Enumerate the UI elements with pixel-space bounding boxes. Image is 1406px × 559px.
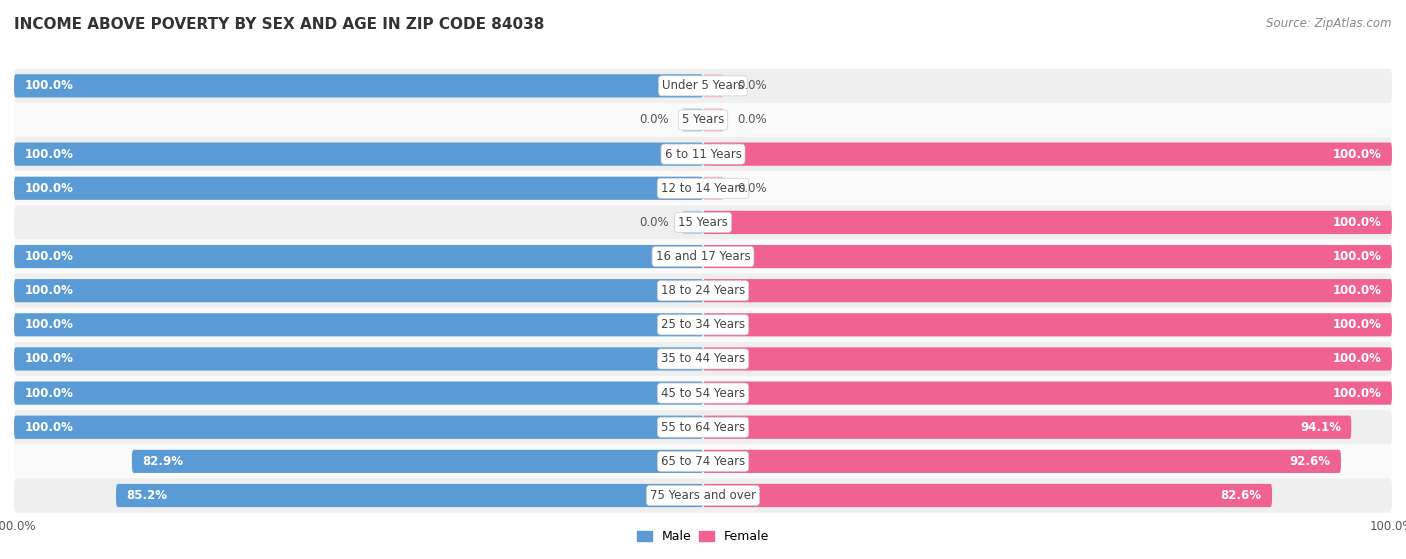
FancyBboxPatch shape bbox=[14, 444, 1392, 479]
FancyBboxPatch shape bbox=[703, 450, 1341, 473]
Text: 75 Years and over: 75 Years and over bbox=[650, 489, 756, 502]
FancyBboxPatch shape bbox=[14, 177, 703, 200]
FancyBboxPatch shape bbox=[703, 416, 1351, 439]
FancyBboxPatch shape bbox=[14, 313, 703, 337]
Text: 100.0%: 100.0% bbox=[1333, 284, 1382, 297]
Text: 0.0%: 0.0% bbox=[638, 216, 669, 229]
FancyBboxPatch shape bbox=[703, 177, 724, 200]
FancyBboxPatch shape bbox=[703, 484, 1272, 507]
Text: 92.6%: 92.6% bbox=[1289, 455, 1330, 468]
Text: 100.0%: 100.0% bbox=[24, 421, 73, 434]
FancyBboxPatch shape bbox=[14, 308, 1392, 342]
Text: 5 Years: 5 Years bbox=[682, 113, 724, 126]
FancyBboxPatch shape bbox=[14, 479, 1392, 513]
Text: 100.0%: 100.0% bbox=[1333, 318, 1382, 331]
FancyBboxPatch shape bbox=[14, 347, 703, 371]
FancyBboxPatch shape bbox=[703, 143, 1392, 165]
FancyBboxPatch shape bbox=[703, 279, 1392, 302]
FancyBboxPatch shape bbox=[14, 143, 703, 165]
Text: Source: ZipAtlas.com: Source: ZipAtlas.com bbox=[1267, 17, 1392, 30]
FancyBboxPatch shape bbox=[14, 205, 1392, 239]
Text: 100.0%: 100.0% bbox=[24, 250, 73, 263]
FancyBboxPatch shape bbox=[14, 416, 703, 439]
Text: 100.0%: 100.0% bbox=[24, 79, 73, 92]
FancyBboxPatch shape bbox=[14, 74, 703, 97]
Text: 100.0%: 100.0% bbox=[1333, 216, 1382, 229]
Text: 85.2%: 85.2% bbox=[127, 489, 167, 502]
FancyBboxPatch shape bbox=[703, 245, 1392, 268]
Text: 100.0%: 100.0% bbox=[24, 182, 73, 195]
FancyBboxPatch shape bbox=[703, 211, 1392, 234]
Text: 35 to 44 Years: 35 to 44 Years bbox=[661, 353, 745, 366]
FancyBboxPatch shape bbox=[14, 381, 703, 405]
FancyBboxPatch shape bbox=[14, 137, 1392, 171]
Text: 45 to 54 Years: 45 to 54 Years bbox=[661, 387, 745, 400]
FancyBboxPatch shape bbox=[14, 239, 1392, 273]
Text: 15 Years: 15 Years bbox=[678, 216, 728, 229]
FancyBboxPatch shape bbox=[14, 342, 1392, 376]
Text: INCOME ABOVE POVERTY BY SEX AND AGE IN ZIP CODE 84038: INCOME ABOVE POVERTY BY SEX AND AGE IN Z… bbox=[14, 17, 544, 32]
Text: 82.6%: 82.6% bbox=[1220, 489, 1261, 502]
Text: 55 to 64 Years: 55 to 64 Years bbox=[661, 421, 745, 434]
FancyBboxPatch shape bbox=[14, 376, 1392, 410]
Text: 6 to 11 Years: 6 to 11 Years bbox=[665, 148, 741, 160]
FancyBboxPatch shape bbox=[703, 347, 1392, 371]
Text: 100.0%: 100.0% bbox=[1333, 387, 1382, 400]
Text: 100.0%: 100.0% bbox=[24, 148, 73, 160]
FancyBboxPatch shape bbox=[14, 273, 1392, 308]
FancyBboxPatch shape bbox=[682, 211, 703, 234]
FancyBboxPatch shape bbox=[682, 108, 703, 131]
FancyBboxPatch shape bbox=[132, 450, 703, 473]
Text: 100.0%: 100.0% bbox=[1333, 250, 1382, 263]
FancyBboxPatch shape bbox=[14, 171, 1392, 205]
Text: 100.0%: 100.0% bbox=[1333, 353, 1382, 366]
FancyBboxPatch shape bbox=[14, 279, 703, 302]
Text: 25 to 34 Years: 25 to 34 Years bbox=[661, 318, 745, 331]
Text: 94.1%: 94.1% bbox=[1301, 421, 1341, 434]
FancyBboxPatch shape bbox=[703, 381, 1392, 405]
Text: 0.0%: 0.0% bbox=[738, 79, 768, 92]
Text: 100.0%: 100.0% bbox=[24, 353, 73, 366]
Text: 100.0%: 100.0% bbox=[24, 318, 73, 331]
Text: 65 to 74 Years: 65 to 74 Years bbox=[661, 455, 745, 468]
Text: 16 and 17 Years: 16 and 17 Years bbox=[655, 250, 751, 263]
FancyBboxPatch shape bbox=[703, 108, 724, 131]
Text: 0.0%: 0.0% bbox=[638, 113, 669, 126]
FancyBboxPatch shape bbox=[703, 313, 1392, 337]
FancyBboxPatch shape bbox=[117, 484, 703, 507]
Text: 0.0%: 0.0% bbox=[738, 182, 768, 195]
Text: 18 to 24 Years: 18 to 24 Years bbox=[661, 284, 745, 297]
Legend: Male, Female: Male, Female bbox=[631, 525, 775, 548]
Text: 0.0%: 0.0% bbox=[738, 113, 768, 126]
Text: 12 to 14 Years: 12 to 14 Years bbox=[661, 182, 745, 195]
FancyBboxPatch shape bbox=[14, 103, 1392, 137]
FancyBboxPatch shape bbox=[14, 245, 703, 268]
Text: Under 5 Years: Under 5 Years bbox=[662, 79, 744, 92]
Text: 100.0%: 100.0% bbox=[24, 387, 73, 400]
FancyBboxPatch shape bbox=[14, 410, 1392, 444]
FancyBboxPatch shape bbox=[703, 74, 724, 97]
FancyBboxPatch shape bbox=[14, 69, 1392, 103]
Text: 82.9%: 82.9% bbox=[142, 455, 183, 468]
Text: 100.0%: 100.0% bbox=[1333, 148, 1382, 160]
Text: 100.0%: 100.0% bbox=[24, 284, 73, 297]
